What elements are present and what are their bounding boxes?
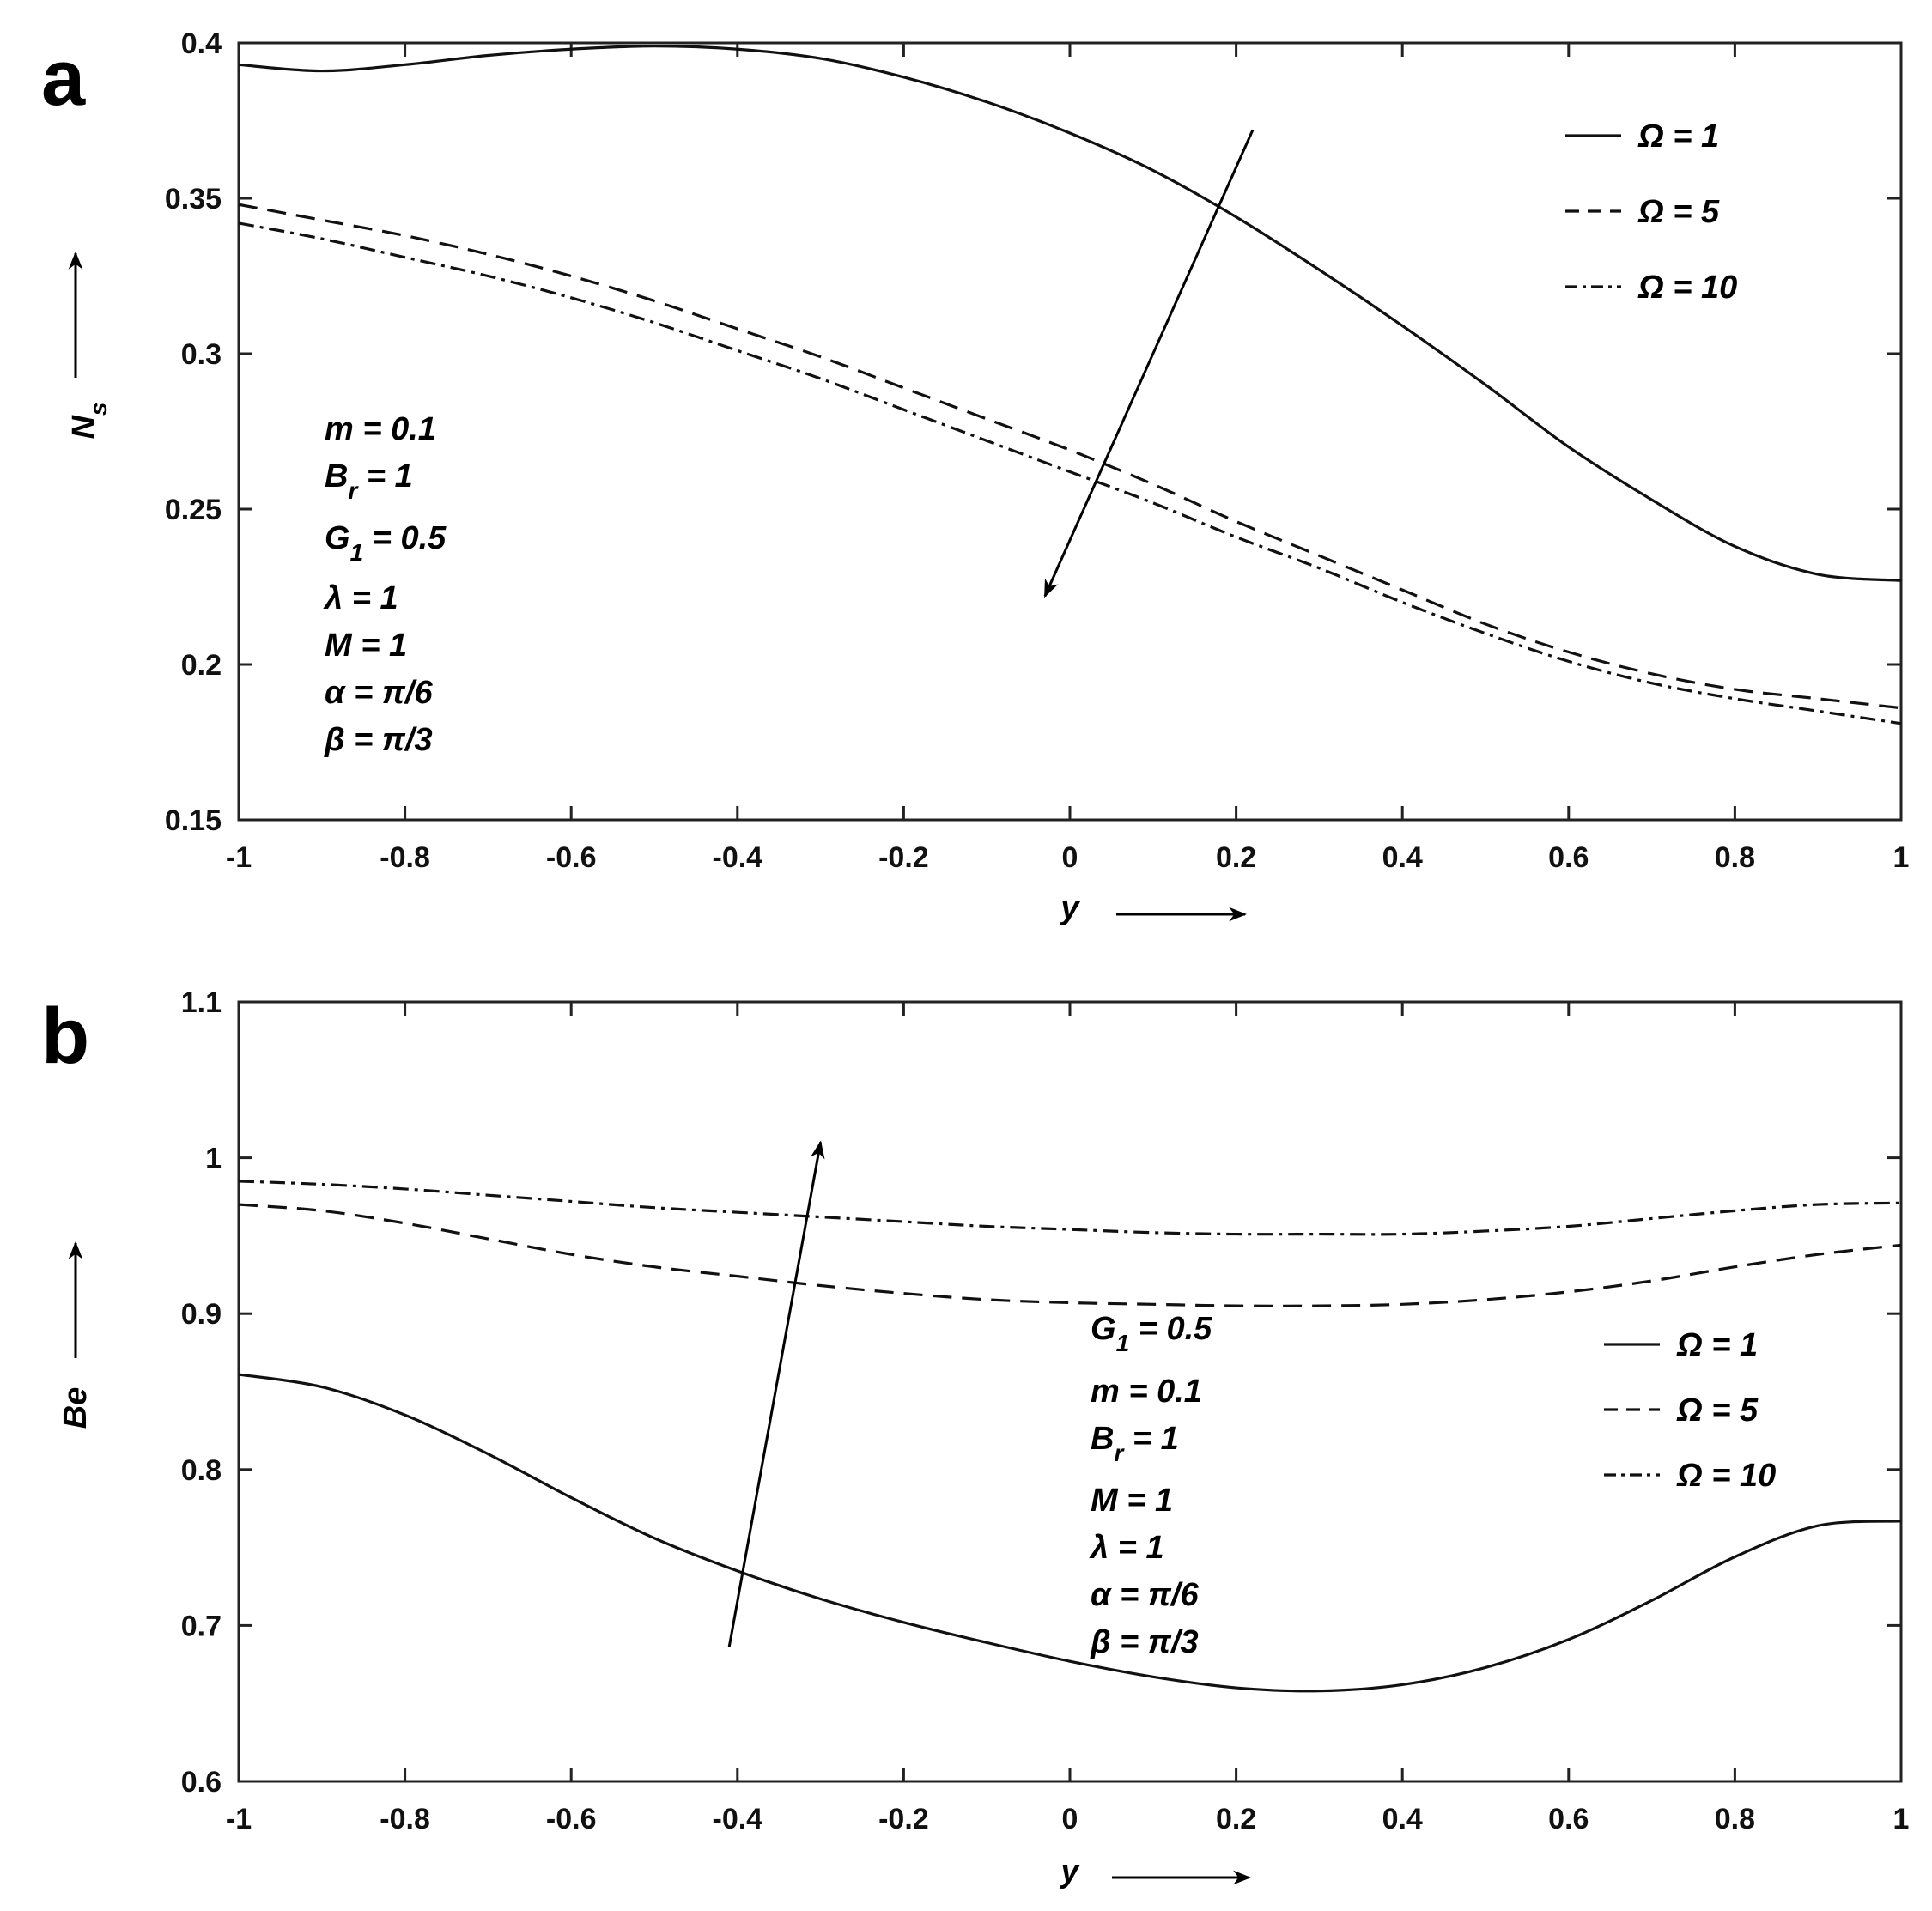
x-tick-label: 0.6 <box>1548 841 1589 874</box>
x-tick-label: -0.2 <box>878 1803 929 1835</box>
y-axis-title: Ns <box>66 402 112 439</box>
parameter-label: m = 0.1 <box>1091 1374 1202 1410</box>
x-axis-title: y <box>1059 890 1080 926</box>
x-tick-label: -1 <box>226 841 252 874</box>
x-tick-label: -0.6 <box>546 841 597 874</box>
legend-label: Ω = 5 <box>1637 194 1720 230</box>
y-tick-label: 0.6 <box>181 1766 222 1799</box>
series-line-omega-10 <box>238 1180 1902 1236</box>
chart-panel-b: b -1 -0.8 -0.6 -0.4 -0.2 0 0.2 0.4 0.6 0.8 1 0.6 0.7 0… <box>41 986 1909 1890</box>
parameter-label: λ = 1 <box>1089 1530 1164 1566</box>
y-tick-label: 0.7 <box>181 1610 222 1642</box>
x-tick-label: -1 <box>226 1803 252 1835</box>
legend-label: Ω = 5 <box>1676 1392 1759 1429</box>
parameter-label: G1 = 0.5 <box>325 520 447 566</box>
parameter-label: Br = 1 <box>1091 1421 1179 1466</box>
parameter-label: β = π/3 <box>324 722 433 758</box>
trend-arrow <box>1043 129 1255 598</box>
parameter-label: G1 = 0.5 <box>1091 1311 1212 1356</box>
y-tick-label: 1.1 <box>181 986 222 1019</box>
series-line-omega-5 <box>238 1203 1902 1307</box>
parameter-label: α = π/6 <box>325 675 433 711</box>
x-tick-label: 0 <box>1062 841 1078 874</box>
parameter-label: m = 0.1 <box>325 411 436 447</box>
x-tick-label: 1 <box>1893 841 1910 874</box>
x-axis-title: y <box>1059 1853 1080 1890</box>
legend-label: Ω = 10 <box>1676 1458 1776 1494</box>
y-tick-label: 0.25 <box>165 494 222 526</box>
series-line-omega-5 <box>238 203 1902 710</box>
x-tick-label: 0.8 <box>1715 841 1755 874</box>
x-tick-label: -0.6 <box>546 1803 597 1835</box>
x-tick-label: 0.8 <box>1715 1803 1755 1835</box>
x-tick-label: -0.8 <box>380 1803 430 1835</box>
x-tick-label: -0.8 <box>380 841 430 874</box>
series-line-omega-1 <box>238 1373 1902 1693</box>
chart-panel-a: a -1 -0.8 -0.6 -0.4 -0.2 0 0.2 0.4 0.6 0.8 1 0.15 0.2… <box>41 27 1909 926</box>
y-tick-label: 0.35 <box>165 183 222 215</box>
panel-label: b <box>41 992 89 1080</box>
x-tick-label: -0.2 <box>878 841 929 874</box>
y-tick-label: 0.9 <box>181 1298 222 1331</box>
x-tick-label: 0.6 <box>1548 1803 1589 1835</box>
y-tick-label: 0.2 <box>181 649 222 682</box>
legend-label: Ω = 1 <box>1676 1327 1758 1363</box>
trend-arrow <box>727 1140 825 1648</box>
y-tick-label: 0.8 <box>181 1454 222 1487</box>
series-line-omega-10 <box>238 221 1902 725</box>
panel-label: a <box>41 34 86 122</box>
x-tick-label: 0.2 <box>1216 1803 1256 1835</box>
x-tick-label: 0.4 <box>1382 1803 1423 1835</box>
legend-label: Ω = 10 <box>1637 270 1737 306</box>
x-tick-label: -0.4 <box>713 1803 763 1835</box>
plot-frame <box>237 1000 1903 1783</box>
legend-label: Ω = 1 <box>1637 118 1719 155</box>
parameter-label: α = π/6 <box>1091 1577 1199 1613</box>
y-axis-title: Be <box>58 1387 94 1429</box>
y-tick-label: 0.3 <box>181 338 222 371</box>
parameter-label: λ = 1 <box>323 580 398 616</box>
plot-frame <box>237 41 1903 822</box>
x-tick-label: 0.2 <box>1216 841 1256 874</box>
parameter-label: M = 1 <box>325 628 407 664</box>
x-tick-label: 0.4 <box>1382 841 1423 874</box>
parameter-label: β = π/3 <box>1090 1624 1199 1660</box>
x-tick-label: 0 <box>1062 1803 1078 1835</box>
y-tick-label: 1 <box>205 1143 222 1175</box>
x-tick-label: -0.4 <box>713 841 763 874</box>
y-tick-label: 0.4 <box>181 27 222 60</box>
y-tick-label: 0.15 <box>165 804 222 837</box>
series-line-omega-1 <box>238 45 1902 582</box>
parameter-label: M = 1 <box>1091 1483 1173 1519</box>
x-tick-label: 1 <box>1893 1803 1910 1835</box>
parameter-label: Br = 1 <box>325 458 413 504</box>
